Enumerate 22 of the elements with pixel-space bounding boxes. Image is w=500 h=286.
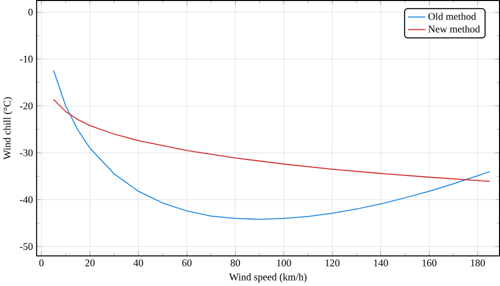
y-tick-label: 0: [28, 8, 33, 16]
y-axis-title: Wind chill (°C): [3, 97, 13, 160]
y-tick-label: -10: [20, 56, 33, 63]
x-tick-label: 120: [326, 260, 340, 266]
y-tick-label: -50: [20, 243, 33, 250]
x-tick-label: 140: [374, 260, 388, 266]
x-tick-label: 100: [277, 260, 292, 266]
x-tick-label: 160: [422, 260, 436, 266]
x-tick-label: 40: [134, 260, 144, 266]
x-tick-label: 180: [470, 260, 485, 266]
x-axis-title: Wind speed (km/h): [229, 273, 307, 283]
line-series: [53, 98, 490, 182]
legend-label: Old method: [428, 12, 476, 20]
y-tick-label: -20: [20, 102, 33, 110]
y-tick-label: -30: [20, 149, 33, 156]
x-tick-label: 80: [230, 260, 240, 266]
x-tick-label: 60: [182, 260, 192, 266]
y-tick-label: -40: [20, 196, 33, 204]
line-series: [53, 70, 490, 220]
x-tick-label: 0: [39, 260, 44, 266]
legend-label: New method: [428, 25, 480, 33]
x-tick-label: 20: [85, 260, 95, 266]
